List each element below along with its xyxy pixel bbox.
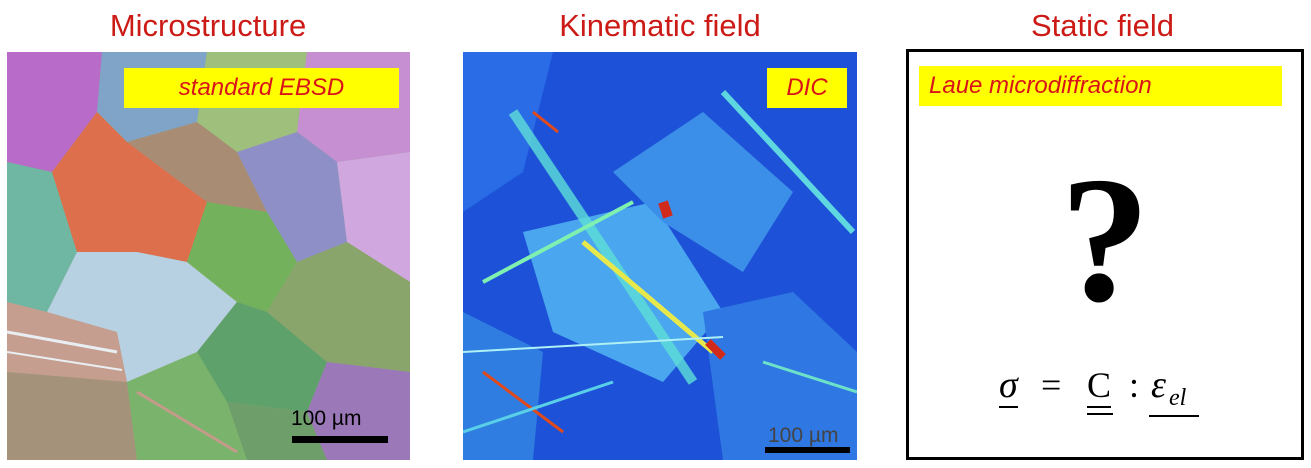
laue-label: Laue microdiffraction — [919, 66, 1282, 106]
dic-scale-bar — [765, 447, 850, 453]
static-field-title: Static field — [1030, 8, 1174, 43]
constitutive-formula: σ = C : ε el — [999, 360, 1259, 420]
ebsd-label: standard EBSD — [124, 68, 399, 108]
formula-colon: : — [1129, 365, 1140, 405]
formula-subscript-el: el — [1169, 385, 1187, 411]
kinematic-field-title: Kinematic field — [559, 8, 761, 43]
dic-map: DIC 100 µm — [463, 52, 857, 460]
ebsd-scale-bar — [292, 436, 388, 443]
formula-epsilon: ε — [1151, 364, 1166, 406]
dic-strain-image — [463, 52, 857, 460]
formula-C: C — [1087, 364, 1112, 408]
ebsd-map: standard EBSD 100 µm — [7, 52, 410, 460]
dic-scale-label: 100 µm — [768, 424, 839, 447]
ebsd-grain-image — [7, 52, 410, 460]
formula-C-second-underline — [1087, 413, 1113, 415]
ebsd-scale-label: 100 µm — [291, 407, 362, 430]
static-field-box: Laue microdiffraction ? σ = C : ε el — [906, 49, 1304, 460]
microstructure-title: Microstructure — [109, 8, 307, 43]
formula-equals: = — [1041, 365, 1062, 405]
question-mark: ? — [1060, 140, 1150, 339]
formula-eps-underline — [1149, 415, 1199, 417]
formula-sigma: σ — [999, 364, 1018, 408]
dic-label: DIC — [767, 68, 847, 108]
